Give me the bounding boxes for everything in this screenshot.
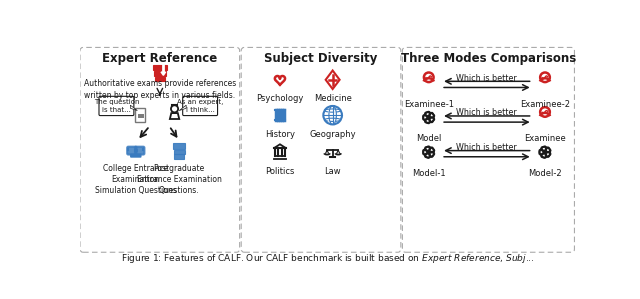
Text: Psychology: Psychology (256, 94, 303, 103)
Polygon shape (179, 105, 186, 111)
FancyBboxPatch shape (182, 96, 218, 116)
Text: Subject Diversity: Subject Diversity (264, 52, 378, 65)
FancyBboxPatch shape (99, 96, 134, 116)
Text: Examinee: Examinee (524, 135, 566, 144)
Text: Model-2: Model-2 (528, 169, 562, 178)
Text: Which is better: Which is better (456, 108, 517, 118)
Text: Examinee-2: Examinee-2 (520, 100, 570, 109)
FancyBboxPatch shape (131, 154, 141, 157)
FancyBboxPatch shape (174, 150, 184, 154)
Text: Examinee-1: Examinee-1 (404, 100, 454, 109)
Text: Postgraduate
Entrance Examination
Questions.: Postgraduate Entrance Examination Questi… (137, 164, 221, 195)
Text: Three Modes Comparisons: Three Modes Comparisons (401, 52, 576, 65)
FancyBboxPatch shape (136, 108, 145, 122)
FancyBboxPatch shape (127, 147, 136, 155)
FancyBboxPatch shape (135, 147, 145, 155)
Text: History: History (265, 130, 295, 139)
Text: Figure 1: Features of CALF. Our CALF benchmark is built based on $\it{Expert\ Re: Figure 1: Features of CALF. Our CALF ben… (121, 252, 535, 265)
Polygon shape (131, 105, 138, 111)
FancyBboxPatch shape (173, 144, 185, 149)
Text: Politics: Politics (265, 167, 294, 176)
Text: Law: Law (324, 167, 341, 176)
FancyBboxPatch shape (154, 77, 165, 81)
Text: Model-1: Model-1 (412, 169, 445, 178)
Text: Medicine: Medicine (314, 94, 351, 103)
Text: The question
is that...: The question is that... (93, 99, 139, 113)
Text: Expert Reference: Expert Reference (102, 52, 218, 65)
Text: Authoritative exams provide references
written by top experts in various fields.: Authoritative exams provide references w… (84, 79, 236, 100)
FancyBboxPatch shape (154, 71, 166, 76)
Text: As an expert,
I think...: As an expert, I think... (177, 99, 223, 113)
Text: College Entrance
Examination
Simulation Questions: College Entrance Examination Simulation … (95, 164, 177, 195)
Text: Which is better: Which is better (456, 74, 517, 83)
Text: Which is better: Which is better (456, 143, 517, 152)
Text: Geography: Geography (309, 130, 356, 139)
Text: Model: Model (416, 135, 442, 144)
FancyBboxPatch shape (152, 65, 167, 70)
FancyBboxPatch shape (174, 154, 184, 158)
